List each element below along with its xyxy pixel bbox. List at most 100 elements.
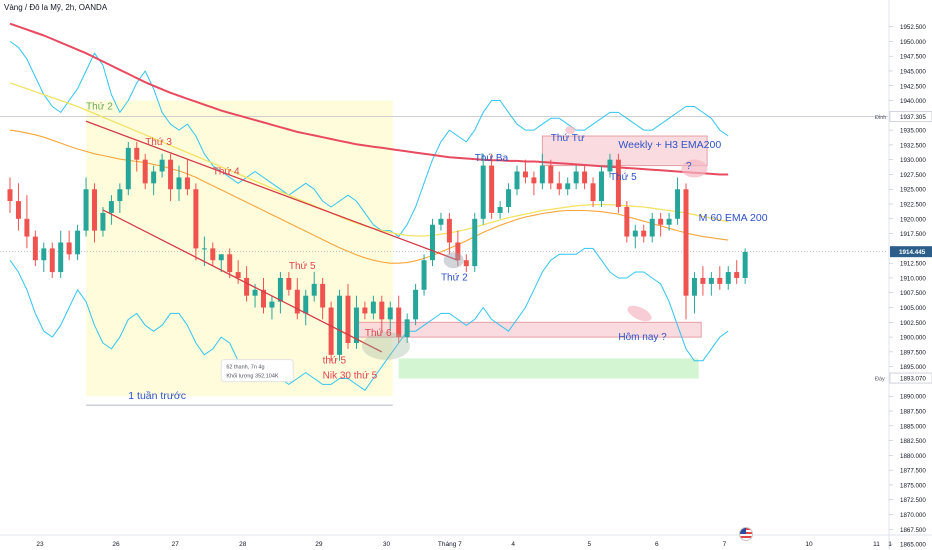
- price-marker-label: Đáy: [875, 377, 885, 383]
- candle-body: [675, 189, 681, 219]
- annotation-label: Thứ Tư: [551, 133, 585, 144]
- candle: [522, 159, 528, 184]
- candle: [565, 177, 571, 196]
- chart-title: Vàng / Đô la Mỹ, 2h, OANDA: [4, 3, 108, 12]
- x-tick-label: 29: [315, 541, 323, 548]
- candle-body: [370, 301, 376, 314]
- zone-yellow-0: [86, 100, 393, 397]
- candle-body: [658, 218, 664, 225]
- x-tick-label: 7: [723, 541, 727, 548]
- highlight-circle: [362, 331, 411, 360]
- candle-body: [700, 277, 706, 284]
- candle: [311, 272, 317, 302]
- candle-body: [184, 177, 190, 190]
- candle: [353, 295, 359, 349]
- candle: [421, 254, 427, 296]
- x-tick-label: 5: [587, 541, 591, 548]
- candle: [539, 153, 545, 190]
- y-tick-label: 1912.500: [900, 261, 926, 268]
- candle: [7, 177, 13, 213]
- candle: [430, 218, 435, 267]
- candle: [75, 224, 81, 261]
- trend-line-1: [102, 209, 383, 353]
- candle: [125, 141, 131, 196]
- current-price-badge: [890, 246, 932, 258]
- y-tick-label: 1872.500: [900, 497, 926, 504]
- candle: [32, 230, 38, 267]
- candle-body: [125, 147, 131, 190]
- candle: [337, 289, 343, 361]
- y-tick-label: 1942.500: [900, 83, 926, 90]
- y-tick-label: 1920.000: [900, 216, 926, 223]
- annotation-label: Thứ 3: [145, 137, 172, 148]
- candle: [446, 212, 452, 255]
- candle-body: [353, 307, 359, 344]
- candle: [632, 224, 638, 249]
- candle-body: [463, 260, 469, 267]
- candle-body: [615, 159, 621, 207]
- candle-body: [362, 307, 368, 314]
- candle-body: [624, 206, 630, 237]
- candle: [514, 165, 520, 196]
- x-tick-label: 6: [655, 541, 659, 548]
- candle-body: [92, 189, 97, 231]
- annotation-label: Nik 30 thứ 5: [323, 370, 378, 381]
- y-tick-label: 1910.000: [900, 275, 926, 282]
- candle-body: [683, 189, 689, 296]
- candle-body: [227, 254, 233, 273]
- candle-body: [159, 159, 165, 172]
- x-tick-label: 4: [511, 541, 515, 548]
- us-flag-icon[interactable]: [739, 527, 753, 541]
- candle-body: [176, 177, 182, 190]
- y-tick-label: 1895.000: [900, 364, 926, 371]
- candle: [294, 277, 300, 320]
- info-box: [220, 359, 294, 383]
- candle-body: [41, 248, 47, 261]
- y-tick-label: 1930.000: [900, 157, 926, 164]
- annotation-label: ?: [686, 161, 692, 172]
- candle: [480, 153, 486, 225]
- candle: [100, 206, 106, 237]
- candle: [590, 177, 596, 207]
- candle-body: [708, 277, 714, 284]
- candle-body: [430, 224, 435, 261]
- bollinger-lower-line: [9, 247, 729, 391]
- candle-body: [32, 236, 38, 261]
- bollinger-upper-line: [9, 40, 729, 238]
- candle-body: [252, 289, 258, 296]
- candle-body: [151, 171, 157, 184]
- candle: [286, 272, 292, 296]
- candle: [320, 277, 326, 320]
- x-tick-label: 30: [383, 541, 391, 548]
- y-tick-label: 1885.000: [900, 423, 926, 430]
- candle-body: [7, 189, 13, 202]
- candle-body: [539, 165, 545, 184]
- candle-body: [210, 248, 216, 261]
- candle: [472, 212, 478, 273]
- highlight-circle: [627, 305, 652, 322]
- candle: [725, 266, 731, 290]
- candle: [184, 159, 190, 196]
- candle-body: [142, 159, 148, 184]
- candle: [624, 201, 630, 243]
- annotation-label: Thứ Ba: [475, 153, 509, 164]
- candle-body: [590, 183, 596, 202]
- candle: [83, 177, 89, 237]
- candle: [649, 212, 655, 243]
- candle-body: [66, 242, 72, 255]
- candle: [489, 153, 495, 219]
- candle: [556, 171, 562, 196]
- candle-body: [286, 277, 292, 290]
- candle-body: [244, 277, 250, 296]
- info-box-line: 62 thanh, 7n 4g: [226, 365, 264, 371]
- candle: [404, 313, 410, 344]
- highlight-circle: [443, 252, 464, 269]
- candle-body: [49, 248, 55, 273]
- candle: [573, 165, 579, 190]
- candle-body: [269, 301, 275, 308]
- candle: [413, 283, 419, 326]
- zone-green-3: [398, 358, 699, 379]
- candle: [210, 242, 216, 267]
- candle: [387, 301, 393, 332]
